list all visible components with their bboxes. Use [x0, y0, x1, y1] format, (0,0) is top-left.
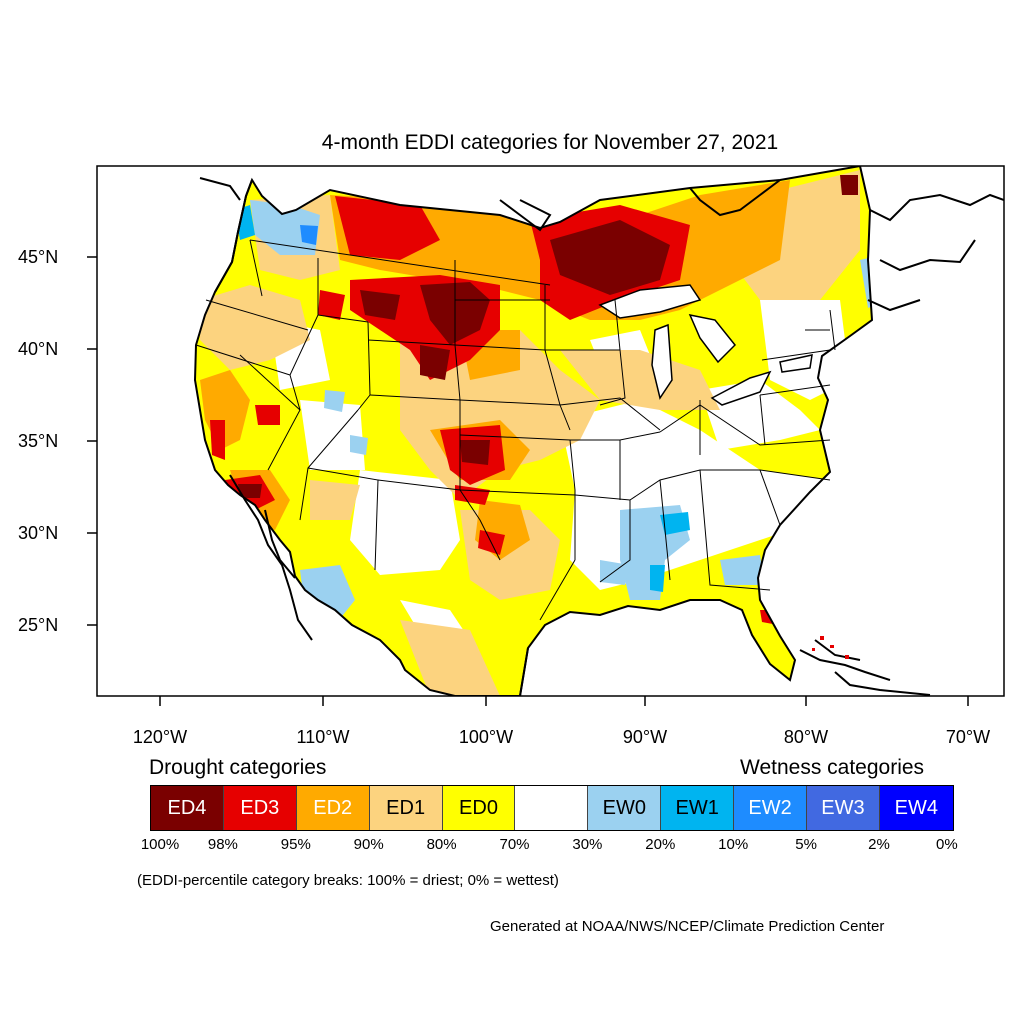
- state-boundaries: [195, 239, 851, 621]
- map-frame: [96, 165, 1005, 697]
- latitude-label: 45°N: [18, 247, 59, 267]
- longitude-label: 100°W: [458, 727, 514, 747]
- percentile-label: 95%: [280, 836, 311, 853]
- percentile-label: 0%: [936, 836, 958, 853]
- legend-box-ed2: ED2: [296, 786, 370, 830]
- percentile-label: 90%: [353, 836, 384, 853]
- legend-box-ew3: EW3: [807, 786, 880, 830]
- legend-box-ed0: ED0: [442, 786, 516, 830]
- legend-box-ew1: EW1: [661, 786, 735, 830]
- legend-box-ed1: ED1: [369, 786, 443, 830]
- percentile-label: 98%: [207, 836, 238, 853]
- drought-categories-heading: Drought categories: [149, 756, 327, 779]
- great-lakes: [598, 284, 813, 406]
- percentile-label: 70%: [499, 836, 530, 853]
- percentile-label: 20%: [645, 836, 676, 853]
- percentile-label: 30%: [572, 836, 603, 853]
- wetness-categories-heading: Wetness categories: [740, 756, 925, 779]
- latitude-label: 25°N: [18, 615, 59, 635]
- percentile-label: 80%: [426, 836, 457, 853]
- latitude-label: 40°N: [18, 339, 59, 359]
- percentile-label: 10%: [718, 836, 749, 853]
- legend-box-ed3: ED3: [223, 786, 297, 830]
- longitude-label: 120°W: [132, 727, 188, 747]
- percentile-label: 5%: [795, 836, 817, 853]
- longitude-label: 80°W: [783, 727, 829, 747]
- percentile-label: 2%: [868, 836, 890, 853]
- longitude-label: 90°W: [622, 727, 668, 747]
- legend-box-neutral: [515, 786, 589, 830]
- legend-box-ew0: EW0: [588, 786, 662, 830]
- axis-ticks: [87, 256, 969, 706]
- map-title: 4-month EDDI categories for November 27,…: [321, 131, 779, 154]
- category-color-bar: ED4 ED3 ED2 ED1 ED0 EW0 EW1 EW2 EW3 EW4: [150, 785, 954, 831]
- longitude-label: 110°W: [296, 727, 350, 747]
- legend-box-ed4: ED4: [151, 786, 224, 830]
- percentile-label: 100%: [140, 836, 180, 853]
- latitude-label: 30°N: [18, 523, 59, 543]
- category-breaks-note: (EDDI-percentile category breaks: 100% =…: [137, 872, 559, 889]
- longitude-label: 70°W: [945, 727, 991, 747]
- legend-box-ew4: EW4: [879, 786, 953, 830]
- credit-line: Generated at NOAA/NWS/NCEP/Climate Predi…: [490, 918, 885, 935]
- latitude-label: 35°N: [18, 431, 59, 451]
- legend-box-ew2: EW2: [734, 786, 808, 830]
